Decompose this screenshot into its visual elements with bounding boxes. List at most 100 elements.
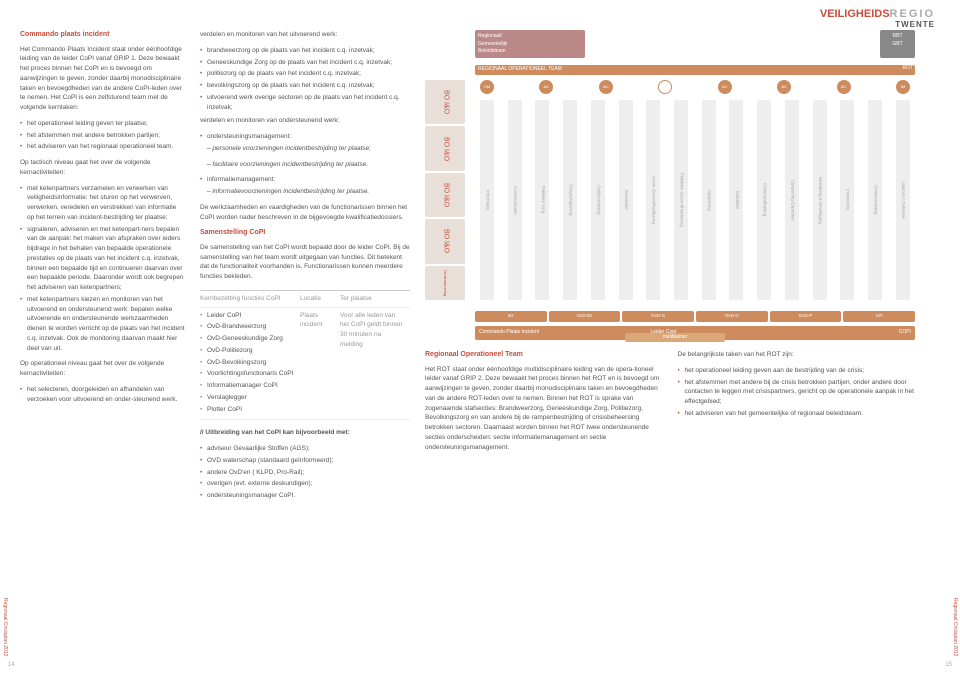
- onderst-heading: verdelen en monitoren van ondersteunend …: [200, 116, 410, 126]
- list-item: bevolkingszorg op de plaats van het inci…: [200, 81, 410, 91]
- table-row: Leider CoPI: [200, 311, 300, 321]
- table-row: OvD-Bevolkingszorg: [200, 358, 300, 368]
- dg-circle: AC: [718, 80, 732, 94]
- dg-bbox: OvD-Bz: [549, 311, 621, 322]
- onderst-list: ondersteuningsmanagement:: [200, 132, 410, 142]
- table-row: Informatiemanager CoPI: [200, 381, 300, 391]
- dg-circles: OM AC AC AC AC AC IM: [480, 80, 910, 94]
- list-item: het adviseren van het regionaal operatio…: [20, 142, 185, 152]
- verdelen-list: brandweerzorg op de plaats van het incid…: [200, 46, 410, 113]
- logo: VEILIGHEIDSREGIO TWENTE: [820, 8, 935, 29]
- dg-vcol: Publieke Gezondheidszorg: [674, 100, 688, 300]
- table-row: OvD-Politiezorg: [200, 346, 300, 356]
- table-header: Kernbezetting functies CoPI: [200, 294, 300, 304]
- werk-text: De werkzaamheden en vaardigheden van de …: [200, 203, 410, 223]
- dg-vcol: Mobiliteit: [729, 100, 743, 300]
- dg-vcol: Informatie: [480, 100, 494, 300]
- dg-bbox: OvD-G: [696, 311, 768, 322]
- list-item: OVD waterschap (standaard geïnformeerd);: [200, 456, 410, 466]
- oper-intro: Op operationeel niveau gaat het over de …: [20, 359, 185, 379]
- dg-meldkamer: meldkamer: [625, 333, 725, 343]
- dg-bbox: LPI: [843, 311, 915, 322]
- dg-copi-right: COPI: [899, 329, 911, 337]
- table-ter: Voor alle leden van het CoPI geldt binne…: [340, 311, 405, 417]
- list-item: politiezorg op de plaats van het inciden…: [200, 69, 410, 79]
- dg-side-box: BO I&O: [425, 173, 465, 217]
- list-item: andere OvD'en ( KLPD, Pro-Rail);: [200, 468, 410, 478]
- page-number-left: 14: [8, 662, 15, 668]
- column-right: Regionaal/ Gemeentelijk Beleidsteam RBT …: [425, 30, 915, 661]
- dg-vcol: Ondersteuning: [868, 100, 882, 300]
- dg-vcol: Bewaking & Beveiliging: [813, 100, 827, 300]
- verdelen-heading: verdelen en monitoren van het uitvoerend…: [200, 30, 410, 40]
- rot-tasks-heading: De belangrijkste taken van het ROT zijn:: [678, 350, 916, 360]
- functies-table: Kernbezetting functies CoPI Locatie Ter …: [200, 290, 410, 421]
- table-row: Verslaglegger: [200, 393, 300, 403]
- samen-text: De samenstelling van het CoPI wordt bepa…: [200, 243, 410, 282]
- dg-vcol: Interventie: [840, 100, 854, 300]
- list-item: signaleren, adviseren en met ketenpart-n…: [20, 225, 185, 293]
- list-item: het operationeel leiding geven ter plaat…: [20, 119, 185, 129]
- list-item: overigen (evt. externe deskundigen);: [200, 479, 410, 489]
- table-header: Locatie: [300, 294, 340, 304]
- dg-bottom-row: Bz OvD-Bz OvD-G OvD-G OvD-P LPI: [475, 311, 915, 322]
- list-item: ondersteuningsmanagement:: [200, 132, 410, 142]
- samen-heading: Samenstelling CoPI: [200, 228, 410, 239]
- oper-list: het selecteren, doorgeleiden en afhandel…: [20, 385, 185, 405]
- list-item: het afstemmen met andere betrokken parti…: [20, 131, 185, 141]
- dg-circle: OM: [480, 80, 494, 94]
- table-header: Ter plaatse: [340, 294, 405, 304]
- tactisch-list: met ketenpartners verzamelen en verwerke…: [20, 184, 185, 354]
- dg-circle: IM: [896, 80, 910, 94]
- dg-vcol: Opsporing: [702, 100, 716, 300]
- dg-bbox: OvD-G: [622, 311, 694, 322]
- dg-vcol: Liaisons / Defensie: [896, 100, 910, 300]
- dg-rbt-box: RBT GBT: [880, 30, 915, 58]
- side-label-left: Regionaal Crisisplan 2012: [2, 598, 8, 656]
- org-diagram: Regionaal/ Gemeentelijk Beleidsteam RBT …: [425, 30, 915, 340]
- list-item: het afstemmen met andere bij de crisis b…: [678, 378, 916, 407]
- list-item: met ketenpartners verzamelen en verwerke…: [20, 184, 185, 223]
- dg-vcol: Communicatie: [508, 100, 522, 300]
- table-rows: Leider CoPI OvD-Brandweerzorg OvD-Genees…: [200, 311, 300, 415]
- dg-rot-bar: REGIONAAL OPERATIONEEL TEAM: [475, 65, 915, 75]
- dg-vcol: Publieke zorg: [535, 100, 549, 300]
- list-item: ondersteuningsmanager CoPI.: [200, 491, 410, 501]
- rot-heading: Regionaal Operationeel Team: [425, 350, 663, 361]
- list-item: met ketenpartners kiezen en monitoren va…: [20, 295, 185, 354]
- dg-vcol: Ondersteuning: [591, 100, 605, 300]
- dg-side-box: BO I&O: [425, 219, 465, 263]
- dg-vcol: Ordehandhaving: [757, 100, 771, 300]
- dg-bbox: Bz: [475, 311, 547, 322]
- list-item: het selecteren, doorgeleiden en afhandel…: [20, 385, 185, 405]
- dg-circle: AC: [539, 80, 553, 94]
- list-item: uitvoerend werk overige sectoren op de p…: [200, 93, 410, 113]
- uitbr-heading: // Uitbreiding van het CoPI kan bijvoorb…: [200, 428, 410, 438]
- dg-vcols: Informatie Communicatie Publieke zorg Om…: [480, 100, 910, 300]
- rot-tasks-list: het operationeel leiding geven aan de be…: [678, 366, 916, 419]
- dg-vcol: Evacuatie: [619, 100, 633, 300]
- list-item: brandweerzorg op de plaats van het incid…: [200, 46, 410, 56]
- page-number-right: 15: [945, 662, 952, 668]
- uitbr-list: adviseur Gevaarlijke Stoffen (AGS); OVD …: [200, 444, 410, 501]
- dg-vcol: Acute Gezondheidszorg: [646, 100, 660, 300]
- list-item: adviseur Gevaarlijke Stoffen (AGS);: [200, 444, 410, 454]
- rot-body: Het ROT staat onder éénhoofdige multidis…: [425, 365, 663, 453]
- dg-vcol: Opsporing Expertise: [785, 100, 799, 300]
- tactisch-intro: Op tactisch niveau gaat het over de volg…: [20, 158, 185, 178]
- list-item: het operationeel leiding geven aan de be…: [678, 366, 916, 376]
- intro-text: Het Commando Plaats Incident staat onder…: [20, 45, 185, 113]
- dg-vcol: Omgevingszorg: [563, 100, 577, 300]
- list-item: het adviseren van het gemeentelijke of r…: [678, 409, 916, 419]
- sub-item: – informatievoorzieningen incidentbestri…: [200, 187, 410, 197]
- table-row: Voorlichtingsfunctionaris CoPI: [200, 369, 300, 379]
- list-item: informatiemanagement:: [200, 175, 410, 185]
- dg-bbox: OvD-P: [770, 311, 842, 322]
- dg-regio-box: Regionaal/ Gemeentelijk Beleidsteam: [475, 30, 585, 58]
- dg-side-box: BO I&O: [425, 126, 465, 170]
- side-label-right: Regionaal Crisisplan 2012: [952, 598, 958, 656]
- heading-commando: Commando plaats incident: [20, 30, 185, 41]
- table-loc: Plaats incident: [300, 311, 340, 417]
- dg-side-box: BO I&O: [425, 80, 465, 124]
- dg-circle: AC: [599, 80, 613, 94]
